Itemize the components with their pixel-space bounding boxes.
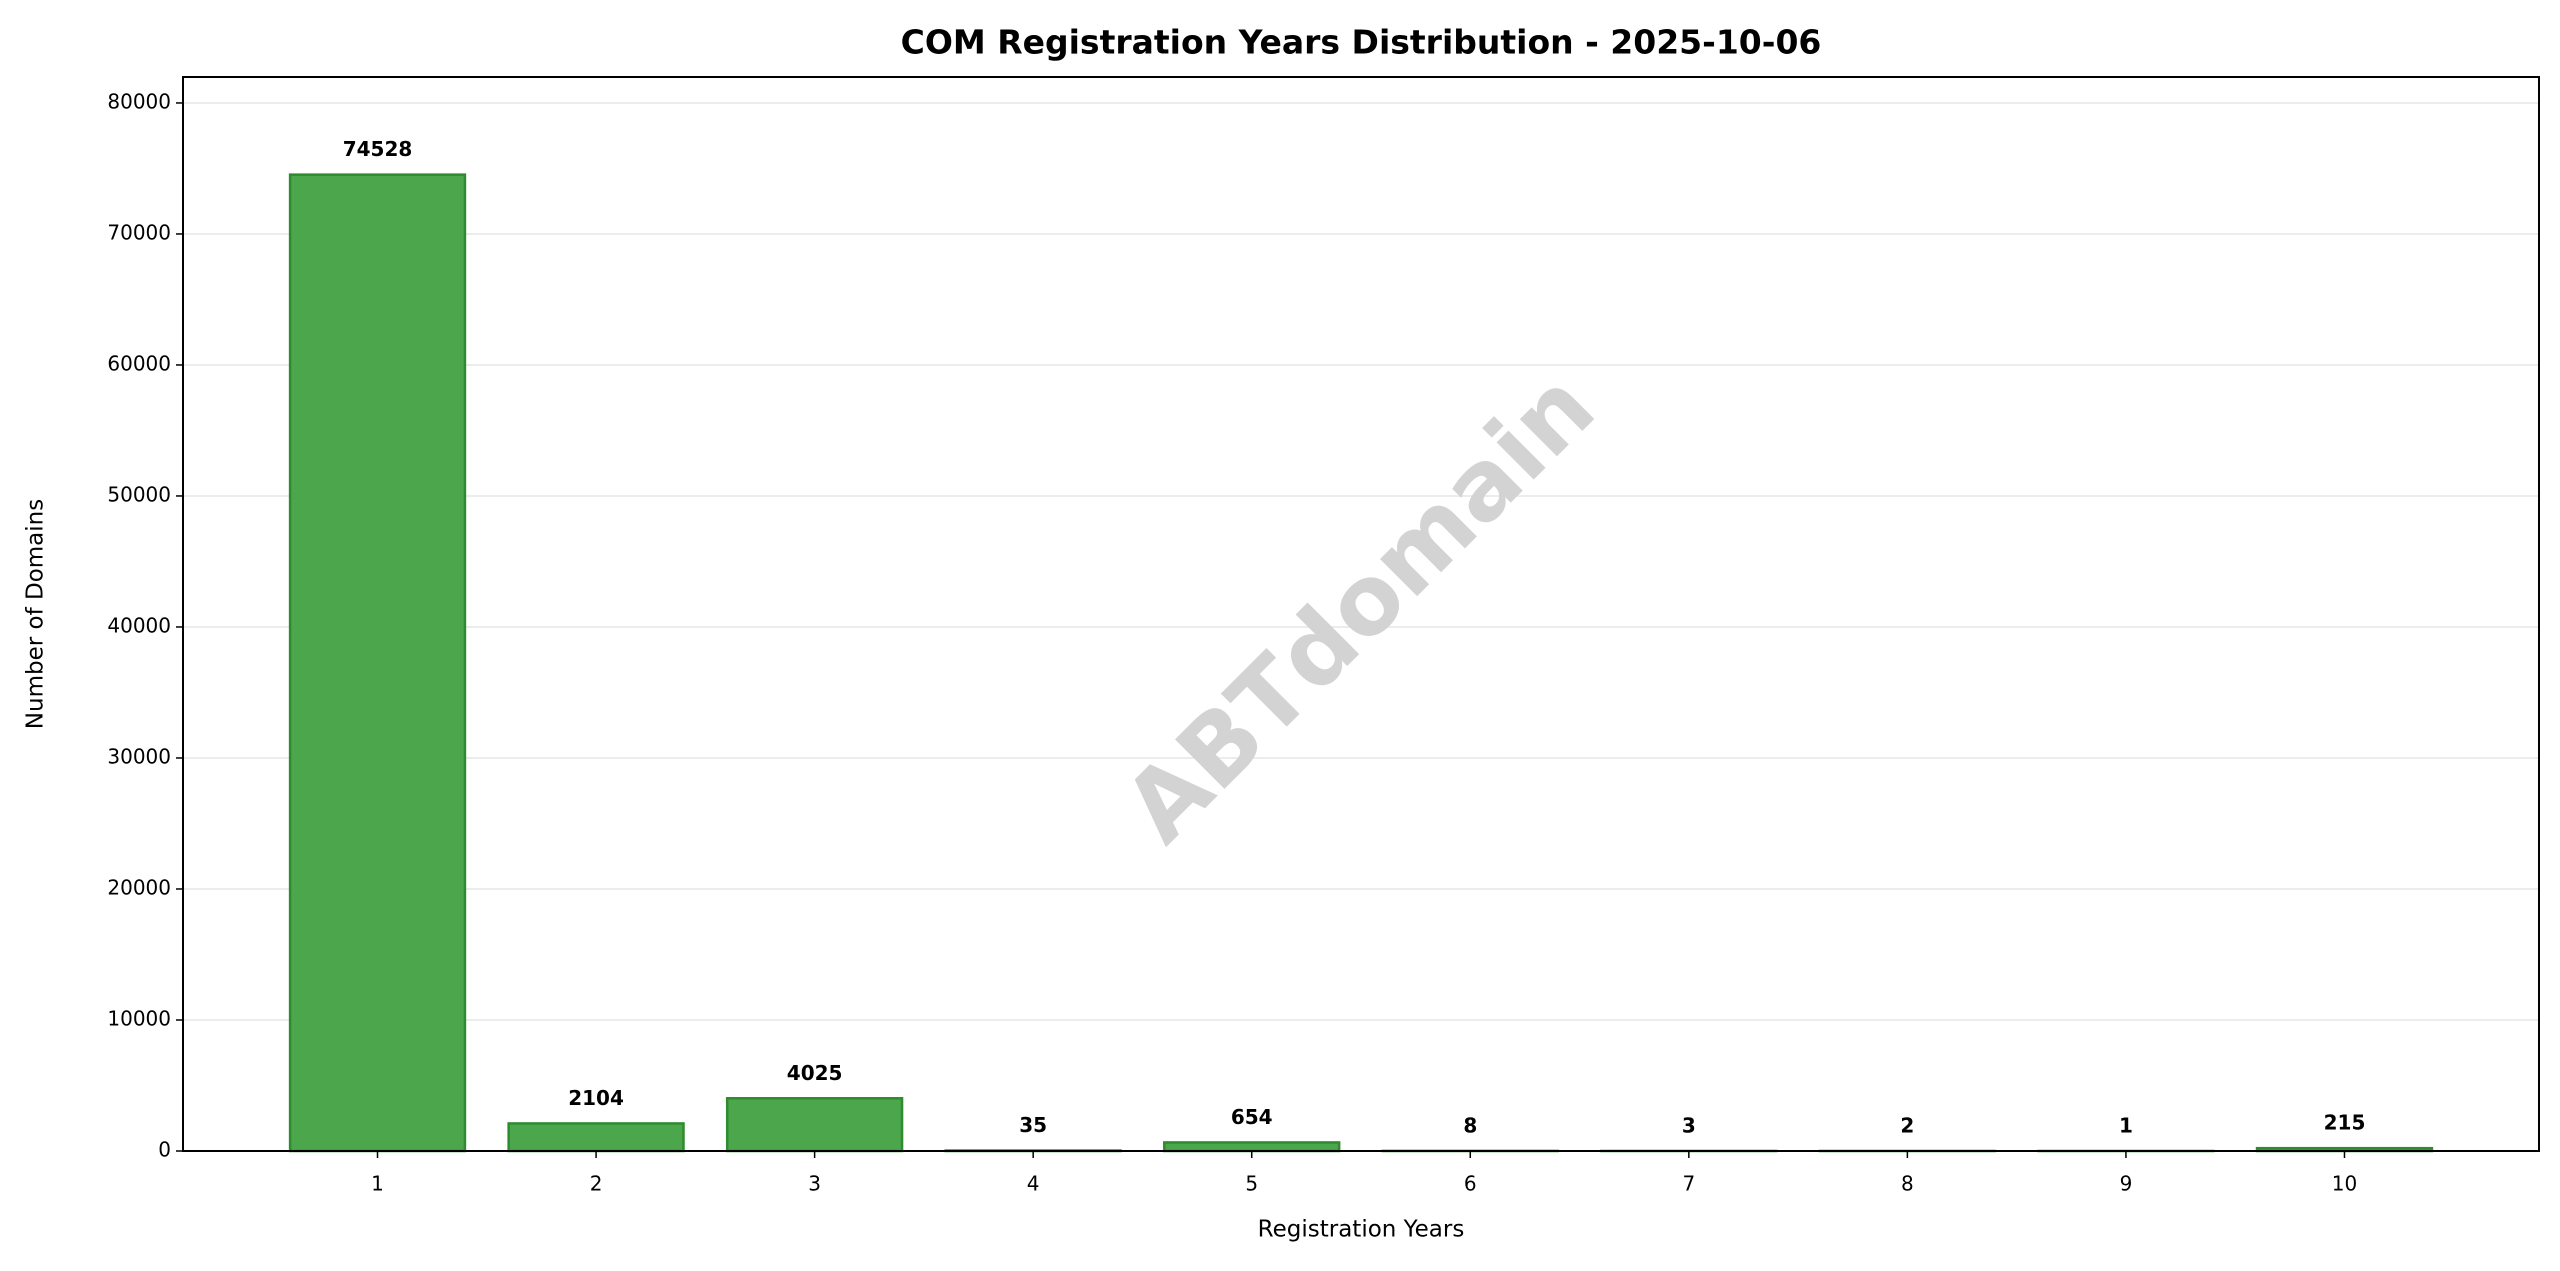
value-label: 4025 — [787, 1061, 843, 1085]
x-tick-label: 10 — [2332, 1172, 2357, 1196]
value-label: 654 — [1231, 1105, 1273, 1129]
x-axis-label: Registration Years — [1258, 1217, 1465, 1243]
y-tick-label: 20000 — [107, 875, 171, 899]
y-tick-label: 30000 — [107, 744, 171, 768]
bar — [725, 1097, 904, 1153]
x-tick-label: 8 — [1901, 1172, 1914, 1196]
x-tick-label: 4 — [1027, 1172, 1040, 1196]
chart-title: COM Registration Years Distribution - 20… — [901, 23, 1822, 62]
value-label: 8 — [1463, 1113, 1477, 1137]
value-label: 1 — [2119, 1113, 2133, 1137]
x-tick-label: 1 — [371, 1172, 384, 1196]
y-tick-label: 70000 — [107, 220, 171, 244]
watermark: ABTdomain — [1103, 351, 1616, 864]
x-tick-label: 6 — [1464, 1172, 1477, 1196]
y-tick-label: 10000 — [107, 1006, 171, 1030]
x-tick-label: 3 — [808, 1172, 821, 1196]
value-label: 2104 — [568, 1086, 624, 1110]
plot-frame — [182, 76, 2540, 1152]
y-tick-label: 50000 — [107, 482, 171, 506]
x-tick-label: 2 — [590, 1172, 603, 1196]
y-tick-label: 40000 — [107, 613, 171, 637]
y-tick-label: 0 — [158, 1138, 171, 1162]
value-label: 2 — [1900, 1113, 1914, 1137]
x-tick-label: 9 — [2120, 1172, 2133, 1196]
value-label: 3 — [1682, 1113, 1696, 1137]
value-label: 35 — [1019, 1113, 1047, 1137]
x-tick-label: 5 — [1245, 1172, 1258, 1196]
bar — [1163, 1141, 1341, 1153]
y-axis-label: Number of Domains — [23, 499, 49, 729]
value-label: 74528 — [343, 137, 413, 161]
y-tick-label: 60000 — [107, 351, 171, 375]
value-label: 215 — [2324, 1111, 2366, 1135]
x-tick-label: 7 — [1682, 1172, 1695, 1196]
bar — [288, 173, 467, 1153]
bar — [507, 1122, 685, 1153]
y-tick-label: 80000 — [107, 89, 171, 113]
